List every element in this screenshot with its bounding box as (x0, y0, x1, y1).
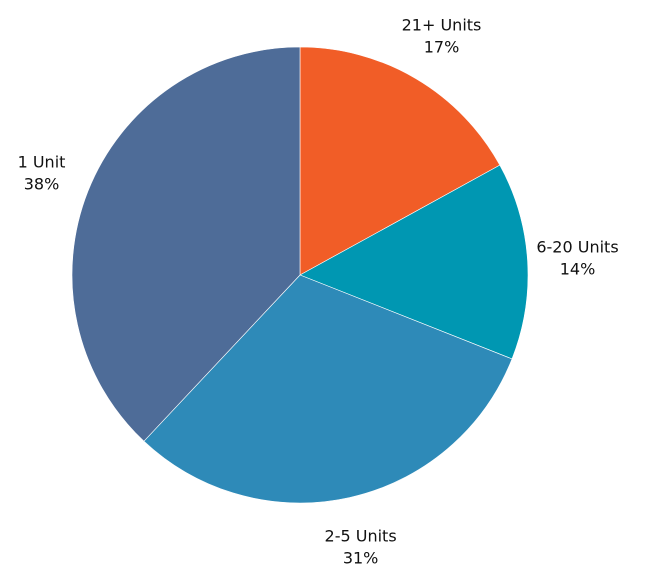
pie-labels: 21+ Units 17% 6-20 Units 14% 2-5 Units 31% 1 U… (18, 16, 619, 568)
slice-value-label: 31% (343, 548, 379, 567)
slice-label: 1 Unit (18, 153, 66, 172)
slice-value-label: 17% (424, 38, 460, 57)
slice-label: 21+ Units (402, 16, 482, 35)
pie-slice-21-units (299, 46, 501, 276)
pie-slice-6-20-units (299, 164, 529, 360)
slice-value-label: 38% (24, 175, 60, 194)
slice-value-label: 14% (560, 260, 596, 279)
pie-slices (71, 46, 529, 504)
slice-label: 2-5 Units (325, 526, 397, 545)
pie-slice-2-5-units (143, 274, 513, 504)
slice-label: 6-20 Units (536, 238, 618, 257)
pie-slice-1-unit (71, 46, 301, 442)
